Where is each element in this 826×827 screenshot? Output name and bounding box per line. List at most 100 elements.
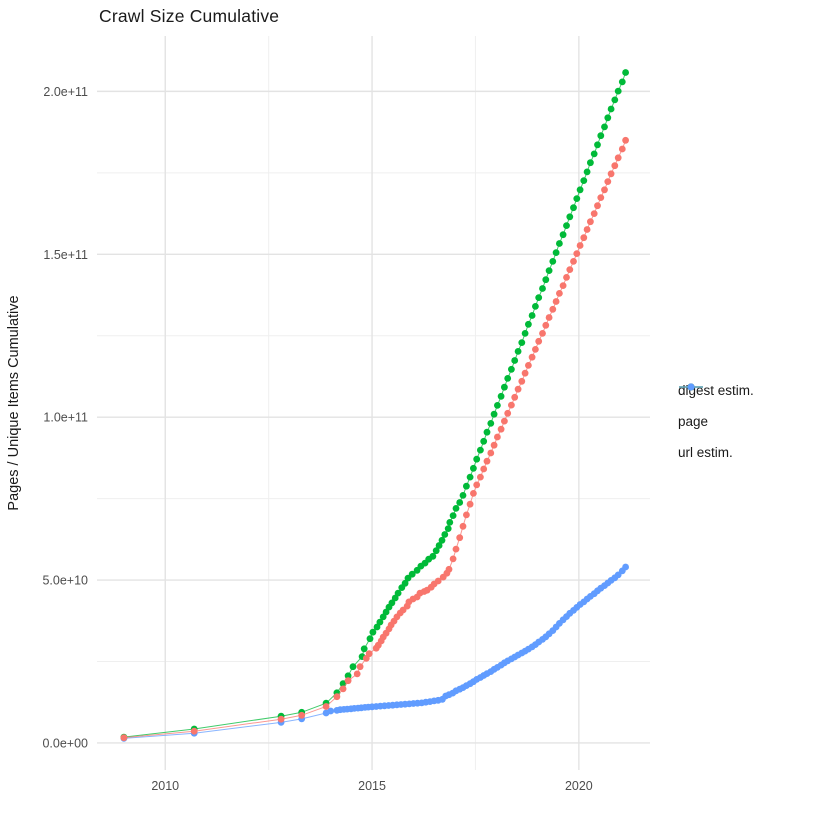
- data-point-page: [545, 267, 553, 274]
- data-point-digest-estim: [559, 282, 567, 289]
- data-point-page: [504, 375, 512, 382]
- data-point-digest-estim: [497, 425, 505, 433]
- x-tick-label: 2010: [151, 779, 179, 793]
- data-point-page: [528, 312, 536, 319]
- data-point-page: [452, 505, 460, 512]
- data-point-digest-estim: [521, 369, 529, 377]
- data-point-digest-estim: [604, 178, 612, 186]
- legend-label: page: [678, 413, 709, 429]
- legend-item-page: page: [678, 383, 754, 432]
- data-point-page: [376, 618, 384, 626]
- data-point-digest-estim: [576, 242, 584, 249]
- data-point-digest-estim: [545, 314, 553, 321]
- data-point-page: [473, 455, 481, 463]
- data-point-page: [432, 547, 440, 555]
- data-point-page: [594, 141, 601, 149]
- data-point-page: [525, 320, 532, 328]
- data-point-digest-estim: [449, 555, 457, 563]
- data-point-digest-estim: [563, 274, 570, 281]
- data-point-page: [483, 428, 491, 436]
- data-point-digest-estim: [356, 663, 364, 671]
- data-point-page: [542, 276, 550, 284]
- data-point-digest-estim: [590, 210, 598, 218]
- legend-label: url estim.: [678, 444, 733, 460]
- data-point-digest-estim: [514, 385, 522, 393]
- data-point-page: [549, 258, 557, 265]
- data-point-page: [497, 392, 505, 400]
- data-point-digest-estim: [583, 226, 591, 233]
- data-point-digest-estim: [518, 377, 526, 385]
- data-point-page: [429, 552, 437, 560]
- data-point-page: [614, 87, 622, 95]
- data-point-digest-estim: [333, 693, 341, 701]
- data-point-digest-estim: [487, 449, 495, 457]
- data-point-digest-estim: [594, 202, 601, 210]
- data-point-digest-estim: [277, 715, 285, 723]
- data-point-page: [366, 635, 374, 643]
- data-point-digest-estim: [459, 522, 467, 530]
- data-point-digest-estim: [611, 162, 619, 170]
- data-point-digest-estim: [597, 194, 605, 202]
- data-point-page: [463, 482, 470, 490]
- data-point-page: [583, 168, 591, 176]
- data-point-page: [570, 204, 577, 212]
- data-point-digest-estim: [339, 685, 347, 693]
- data-point-page: [518, 339, 526, 346]
- data-point-digest-estim: [535, 337, 543, 345]
- chart-title: Crawl Size Cumulative: [99, 6, 280, 26]
- data-point-page: [382, 608, 390, 616]
- data-point-page: [490, 410, 498, 418]
- data-point-page: [444, 525, 452, 532]
- data-point-digest-estim: [614, 154, 622, 162]
- data-point-page: [349, 663, 357, 671]
- legend-item-url-estim: url estim.: [678, 383, 754, 463]
- data-point-digest-estim: [511, 393, 519, 401]
- data-point-page: [604, 114, 612, 122]
- data-point-page: [573, 195, 581, 203]
- data-point-digest-estim: [549, 305, 557, 313]
- data-point-page: [394, 589, 402, 597]
- data-point-digest-estim: [456, 534, 464, 542]
- data-point-digest-estim: [322, 703, 330, 710]
- data-point-page: [438, 536, 446, 544]
- data-point-digest-estim: [473, 481, 481, 489]
- data-point-digest-estim: [298, 711, 306, 719]
- data-point-digest-estim: [466, 500, 474, 508]
- data-point-page: [449, 512, 457, 519]
- data-point-page: [563, 222, 570, 230]
- data-point-digest-estim: [552, 298, 560, 305]
- data-point-digest-estim: [573, 250, 581, 257]
- data-point-page: [379, 613, 387, 621]
- data-point-page: [601, 123, 608, 131]
- data-point-page: [590, 150, 598, 158]
- data-point-page: [369, 628, 377, 636]
- data-point-page: [401, 579, 409, 587]
- data-point-page: [597, 132, 605, 140]
- data-point-page: [556, 240, 563, 247]
- data-point-page: [470, 464, 477, 472]
- legend-key-dot: [687, 383, 695, 391]
- data-point-page: [559, 231, 567, 239]
- data-point-page: [480, 437, 488, 445]
- data-point-page: [494, 402, 501, 409]
- x-tick-label: 2015: [358, 779, 386, 793]
- data-point-digest-estim: [607, 170, 615, 178]
- data-point-page: [466, 473, 474, 481]
- x-tick-label: 2020: [565, 779, 593, 793]
- data-point-digest-estim: [470, 490, 477, 497]
- data-point-page: [566, 213, 574, 221]
- data-point-digest-estim: [532, 346, 539, 353]
- data-point-page: [388, 599, 396, 607]
- y-tick-label: 1.5e+11: [43, 248, 88, 262]
- data-point-page: [391, 594, 399, 602]
- series-line-page: [123, 72, 627, 738]
- data-point-digest-estim: [483, 457, 491, 465]
- data-point-digest-estim: [434, 577, 442, 585]
- data-point-digest-estim: [539, 330, 546, 337]
- data-point-digest-estim: [601, 186, 608, 194]
- data-point-page: [344, 672, 352, 680]
- data-point-digest-estim: [542, 321, 550, 329]
- data-point-page: [580, 177, 588, 185]
- series-line-url-estim: [123, 566, 626, 739]
